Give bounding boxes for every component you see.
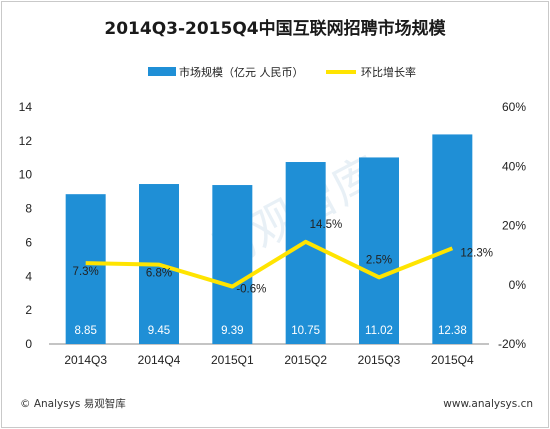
bar <box>212 185 253 344</box>
bar <box>65 194 106 344</box>
growth-rate-label: 2.5% <box>366 254 392 266</box>
left-tick-label: 12 <box>19 134 33 148</box>
chart-title: 2014Q3-2015Q4中国互联网招聘市场规模 <box>104 18 446 39</box>
left-tick-label: 14 <box>19 100 33 114</box>
left-tick-label: 0 <box>25 337 32 351</box>
bar <box>285 162 326 344</box>
growth-rate-line <box>85 239 454 289</box>
right-tick-label: 40% <box>502 159 526 173</box>
right-tick-label: 20% <box>502 219 526 233</box>
right-tick-label: -20% <box>498 337 526 351</box>
left-tick-label: 10 <box>19 168 33 182</box>
bar-value-label: 9.45 <box>148 325 170 337</box>
left-tick-label: 6 <box>25 235 32 249</box>
bar-value-labels: 8.85 9.45 9.39 10.75 11.02 12.38 <box>74 325 466 337</box>
bar-value-label: 10.75 <box>291 325 320 337</box>
growth-rate-labels: 7.3% 6.8% -0.6% 14.5% 2.5% 12.3% <box>73 219 493 296</box>
category-label: 2014Q3 <box>64 353 107 367</box>
left-axis: 0 2 4 6 8 10 12 14 <box>19 100 33 351</box>
growth-rate-label: 14.5% <box>310 219 343 231</box>
legend-bar-swatch <box>148 67 176 76</box>
growth-rate-label: 6.8% <box>146 268 172 280</box>
bar-series <box>65 134 473 344</box>
right-tick-label: 60% <box>502 100 526 114</box>
category-label: 2015Q1 <box>211 353 254 367</box>
legend-bar-label: 市场规模（亿元 人民币） <box>179 65 304 79</box>
bar-value-label: 11.02 <box>365 325 393 337</box>
growth-rate-label: 12.3% <box>460 247 493 259</box>
bar <box>432 134 473 344</box>
right-axis: -20% 0% 20% 40% 60% <box>498 100 526 351</box>
category-label: 2015Q3 <box>358 353 401 367</box>
footer-website: www.analysys.cn <box>443 398 533 410</box>
growth-rate-label: 7.3% <box>73 266 99 278</box>
left-tick-label: 4 <box>25 269 32 283</box>
growth-rate-label: -0.6% <box>236 284 266 296</box>
footer-copyright: © Analysys 易观智库 <box>20 397 126 410</box>
category-label: 2015Q2 <box>284 353 327 367</box>
left-tick-label: 8 <box>25 202 32 216</box>
legend-line-label: 环比增长率 <box>361 65 416 79</box>
bar <box>359 157 399 344</box>
right-tick-label: 0% <box>509 278 527 292</box>
category-label: 2015Q4 <box>431 353 474 367</box>
bar-value-label: 9.39 <box>221 325 243 337</box>
left-tick-label: 2 <box>25 303 32 317</box>
bar-value-label: 12.38 <box>438 325 467 337</box>
category-label: 2014Q4 <box>138 353 181 367</box>
bar-value-label: 8.85 <box>74 325 96 337</box>
category-labels: 2014Q3 2014Q4 2015Q1 2015Q2 2015Q3 2015Q4 <box>64 353 474 367</box>
